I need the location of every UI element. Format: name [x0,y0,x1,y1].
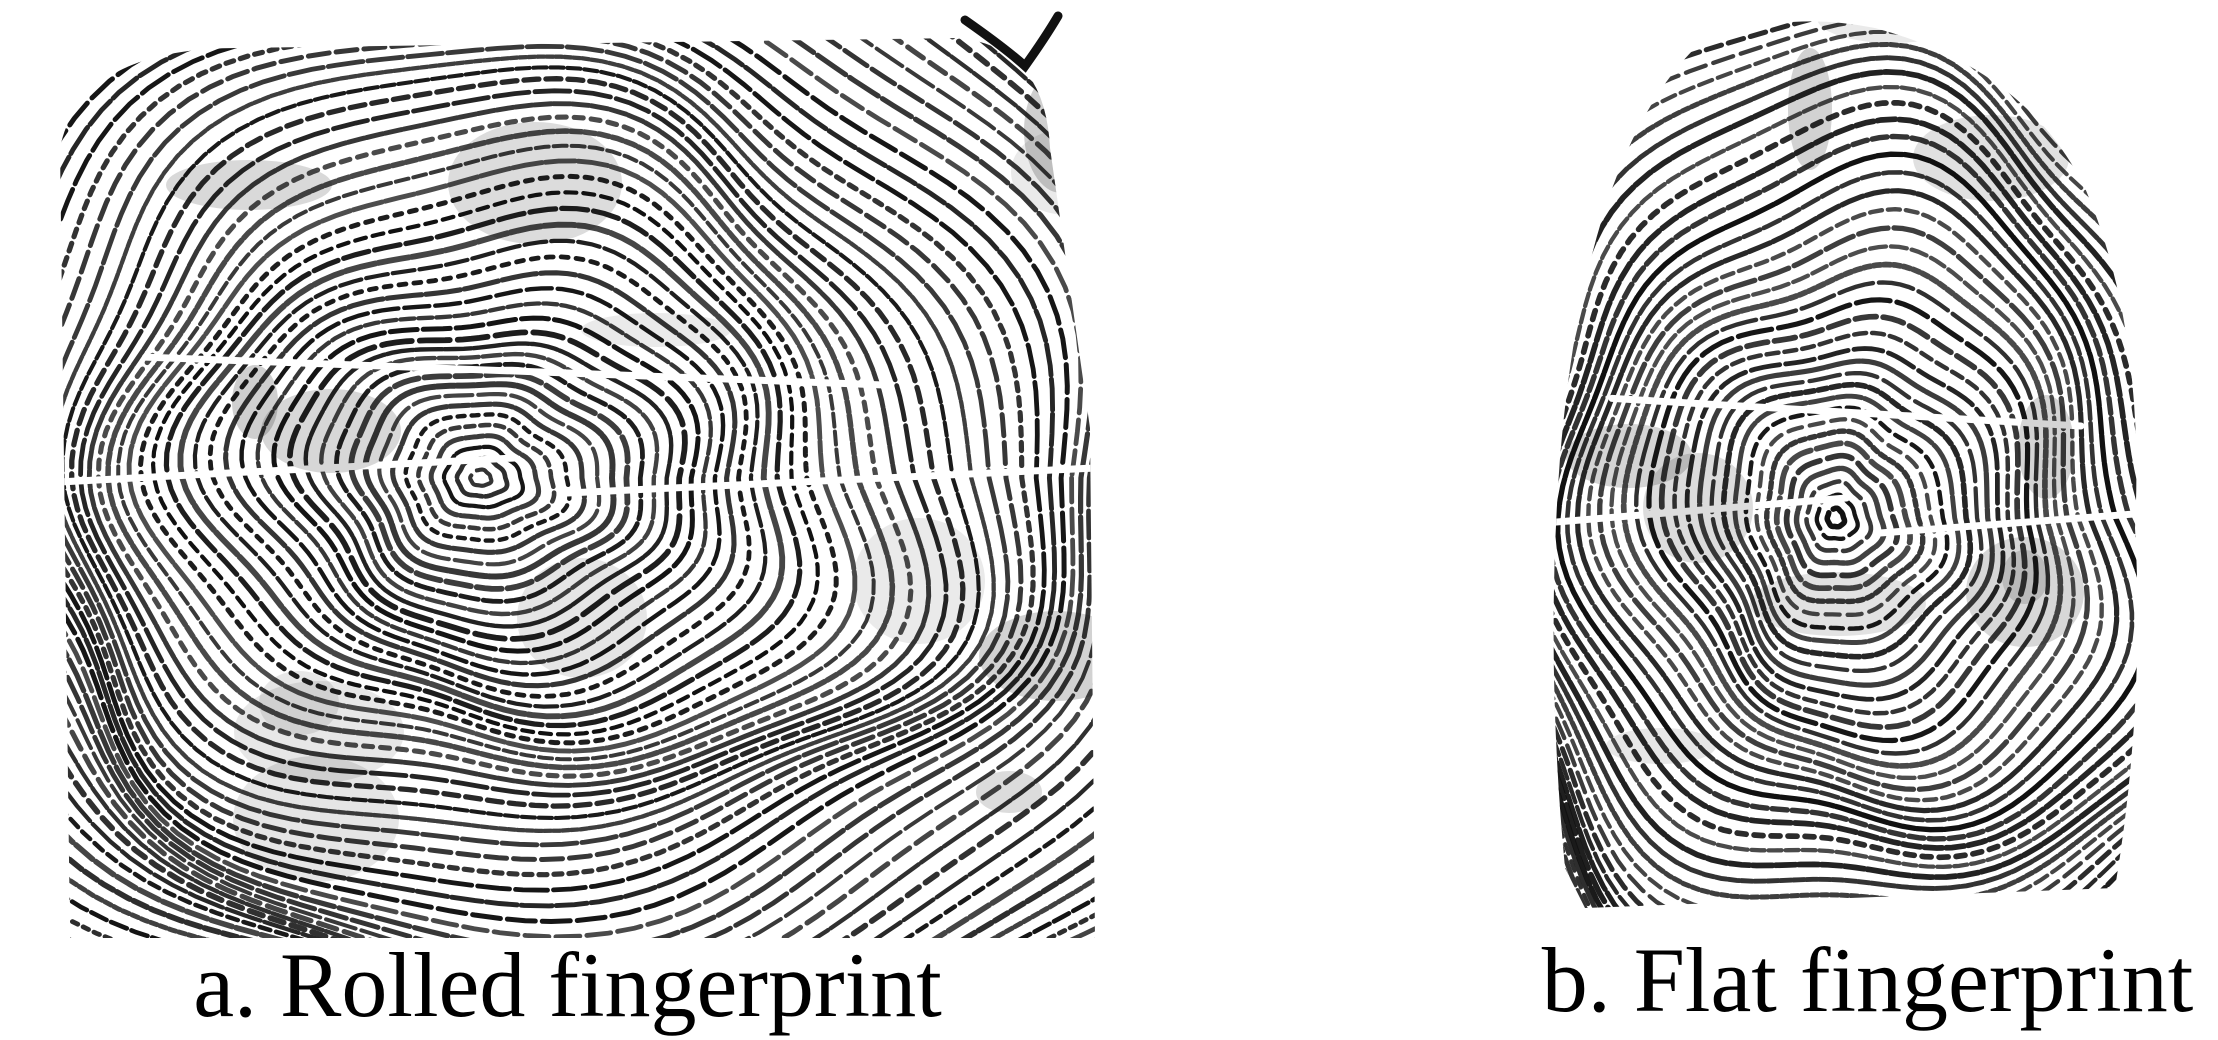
flat-fingerprint-image [1545,8,2215,928]
check-mark-icon [960,11,1063,73]
rolled-fingerprint-image [40,8,1095,938]
flat-fingerprint-caption: b. Flat fingerprint [1541,929,2194,1031]
rolled-fingerprint-caption: a. Rolled fingerprint [193,934,942,1036]
rolled-fingerprint-ridges [60,11,1095,938]
flat-fingerprint-ridges [1553,21,2138,909]
